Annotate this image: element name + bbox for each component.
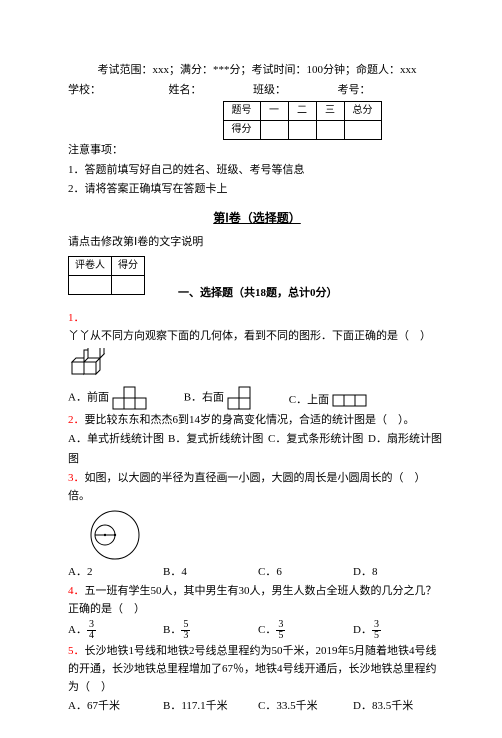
q4-b-d: 3 — [181, 631, 190, 641]
q1-a-label: A．前面 — [68, 391, 109, 403]
q1-c-label: C．上面 — [289, 394, 329, 406]
modify-note: 请点击修改第Ⅰ卷的文字说明 — [68, 234, 446, 252]
q1-solid-figure — [68, 348, 446, 384]
class-label: 班级： — [253, 84, 286, 96]
q2-text: 要比较东东和杰杰6到14岁的身高变化情况，合适的统计图是（ ）。 — [85, 414, 415, 426]
name-label: 姓名： — [169, 84, 202, 96]
q3-a: A．2 — [68, 564, 163, 582]
circles-icon — [88, 508, 142, 562]
q3-figure — [68, 508, 446, 562]
q1-opt-a: A．前面 — [68, 386, 148, 410]
score-3 — [316, 121, 344, 140]
score-total — [344, 121, 381, 140]
hdr-num: 题号 — [223, 102, 260, 121]
q4-c-l: C． — [258, 624, 276, 636]
notes-title: 注意事项： — [68, 142, 446, 160]
q2-num: 2． — [68, 414, 85, 426]
q2-c: C．复式条形统计图 — [268, 431, 368, 449]
q4-b: B．53 — [163, 620, 258, 641]
q1-c-fig — [332, 394, 368, 408]
q5-b: B．117.1千米 — [163, 698, 258, 716]
q5-text: 长沙地铁1号线和地铁2号线总里程约为50千米，2019年5月随着地铁4号线的开通… — [68, 645, 437, 692]
q2-d-cont: 图 — [68, 451, 446, 469]
q2-options: A．单式折线统计图 B．复式折线统计图 C．复式条形统计图 D．扇形统计图 — [68, 431, 446, 449]
q3-options: A．2 B．4 C．6 D．8 — [68, 564, 446, 582]
q2-b: B．复式折线统计图 — [168, 431, 268, 449]
q2: 2．要比较东东和杰杰6到14岁的身高变化情况，合适的统计图是（ ）。 — [68, 412, 446, 430]
q4-a-d: 4 — [87, 631, 96, 641]
q2-a: A．单式折线统计图 — [68, 431, 168, 449]
hdr-1: 一 — [260, 102, 288, 121]
q5-c: C．33.5千米 — [258, 698, 353, 716]
q4-b-l: B． — [163, 624, 181, 636]
exam-scope-line: 考试范围：xxx；满分：***分；考试时间：100分钟；命题人：xxx — [68, 62, 446, 80]
q2-d: D．扇形统计图 — [368, 431, 442, 449]
q5-d: D．83.5千米 — [353, 698, 413, 716]
scorer-c2: 得分 — [112, 256, 145, 275]
q1-b-label: B．右面 — [184, 391, 224, 403]
scorer-c1: 评卷人 — [69, 256, 112, 275]
q1-text: 丫丫从不同方向观察下面的几何体，看到不同的图形．下面正确的是（ ） — [68, 330, 431, 342]
school-label: 学校： — [68, 84, 101, 96]
section-1-title: 第Ⅰ卷（选择题） — [68, 209, 446, 226]
q4-a-l: A． — [68, 624, 87, 636]
q4-num: 4． — [68, 585, 85, 597]
q1-b-fig — [227, 386, 253, 410]
q1-options: A．前面 B．右面 C．上面 — [68, 386, 446, 410]
hdr-total: 总分 — [344, 102, 381, 121]
hdr-2: 二 — [288, 102, 316, 121]
score-summary-table: 题号 一 二 三 总分 得分 — [223, 101, 382, 140]
q3-num: 3． — [68, 472, 85, 484]
q4-a: A．34 — [68, 620, 163, 641]
q5: 5．长沙地铁1号线和地铁2号线总里程约为50千米，2019年5月随着地铁4号线的… — [68, 643, 446, 696]
q4: 4．五一班有学生50人，其中男生有30人，男生人数占全班人数的几分之几？正确的是… — [68, 583, 446, 618]
cubes-icon — [68, 348, 112, 384]
score-1 — [260, 121, 288, 140]
q1-num: 1． — [68, 312, 85, 324]
q3-d: D．8 — [353, 564, 377, 582]
q1-opt-b: B．右面 — [184, 386, 253, 410]
numid-label: 考号： — [338, 84, 371, 96]
q3-text: 如图，以大圆的半径为直径画一小圆，大圆的周长是小圆周长的（ ）倍。 — [68, 472, 426, 502]
q3-c: C．6 — [258, 564, 353, 582]
q5-options: A．67千米 B．117.1千米 C．33.5千米 D．83.5千米 — [68, 698, 446, 716]
q1-opt-c: C．上面 — [289, 392, 368, 410]
hdr-3: 三 — [316, 102, 344, 121]
q3-b: B．4 — [163, 564, 258, 582]
q4-c: C．35 — [258, 620, 353, 641]
score-2 — [288, 121, 316, 140]
score-label: 得分 — [223, 121, 260, 140]
school-info-line: 学校： 姓名： 班级： 考号： — [68, 82, 446, 100]
q4-d-l: D． — [353, 624, 372, 636]
score-summary-table-wrap: 题号 一 二 三 总分 得分 — [68, 101, 446, 140]
q4-text: 五一班有学生50人，其中男生有30人，男生人数占全班人数的几分之几？正确的是（ … — [68, 585, 437, 615]
q5-a: A．67千米 — [68, 698, 163, 716]
q4-d: D．35 — [353, 620, 381, 641]
page-root: 考试范围：xxx；满分：***分；考试时间：100分钟；命题人：xxx 学校： … — [0, 0, 502, 738]
sub-heading: 一、选择题（共18题，总计0分） — [178, 285, 338, 303]
q4-c-d: 5 — [276, 631, 285, 641]
q4-d-d: 5 — [372, 631, 381, 641]
q4-options: A．34 B．53 C．35 D．35 — [68, 620, 446, 641]
note-1: 1．答题前填写好自己的姓名、班级、考号等信息 — [68, 162, 446, 180]
q1-a-fig — [112, 386, 148, 410]
q5-num: 5． — [68, 645, 85, 657]
q3: 3．如图，以大圆的半径为直径画一小圆，大圆的周长是小圆周长的（ ）倍。 — [68, 470, 446, 505]
note-2: 2．请将答案正确填写在答题卡上 — [68, 181, 446, 199]
q1: 1． 丫丫从不同方向观察下面的几何体，看到不同的图形．下面正确的是（ ） — [68, 310, 446, 345]
